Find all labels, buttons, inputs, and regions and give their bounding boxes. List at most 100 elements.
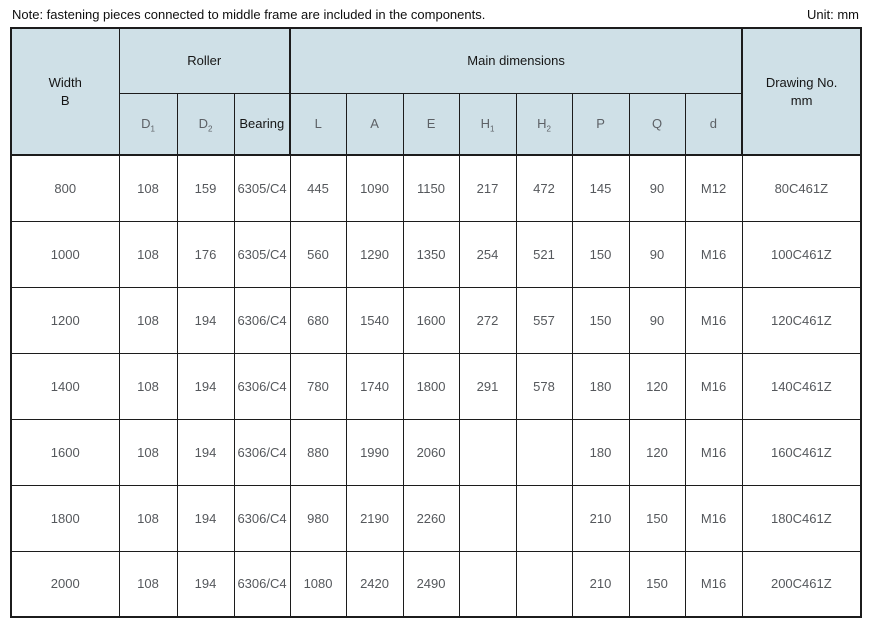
table-cell: 210 bbox=[571, 550, 630, 618]
table-cell: 100C461Z bbox=[741, 220, 862, 288]
table-cell bbox=[515, 484, 573, 552]
spec-table: Width B Roller Main dimensions Drawing N… bbox=[10, 27, 863, 618]
table-cell: 578 bbox=[515, 352, 573, 420]
table-cell: M16 bbox=[684, 484, 743, 552]
table-cell: 6305/C4 bbox=[233, 154, 291, 222]
column-header-d: d bbox=[684, 92, 743, 156]
column-header-drawing-no: Drawing No. mm bbox=[741, 27, 862, 156]
table-row: 1200 108 194 6306/C4 680 1540 1600 272 5… bbox=[10, 286, 862, 354]
table-cell: 120C461Z bbox=[741, 286, 862, 354]
drawing-label-line2: mm bbox=[790, 92, 813, 108]
table-cell: M16 bbox=[684, 220, 743, 288]
table-cell: 217 bbox=[458, 154, 517, 222]
table-cell: 1200 bbox=[10, 286, 120, 354]
table-row: 2000 108 194 6306/C4 1080 2420 2490 210 … bbox=[10, 550, 862, 618]
table-cell: 108 bbox=[118, 550, 178, 618]
column-header-width-b: Width B bbox=[10, 27, 120, 156]
table-cell: 176 bbox=[176, 220, 235, 288]
table-cell bbox=[515, 550, 573, 618]
table-cell: 1090 bbox=[345, 154, 404, 222]
table-cell: 880 bbox=[289, 418, 347, 486]
table-cell: 254 bbox=[458, 220, 517, 288]
table-cell bbox=[458, 484, 517, 552]
table-cell: 120 bbox=[628, 418, 686, 486]
column-header-p: P bbox=[571, 92, 630, 156]
table-cell: 2490 bbox=[402, 550, 460, 618]
table-cell: 2000 bbox=[10, 550, 120, 618]
table-cell: 2260 bbox=[402, 484, 460, 552]
table-row: 800 108 159 6305/C4 445 1090 1150 217 47… bbox=[10, 154, 862, 222]
table-cell: 291 bbox=[458, 352, 517, 420]
table-cell: 980 bbox=[289, 484, 347, 552]
table-cell: 2060 bbox=[402, 418, 460, 486]
table-cell: 150 bbox=[628, 484, 686, 552]
table-cell: 108 bbox=[118, 286, 178, 354]
table-cell: 6306/C4 bbox=[233, 418, 291, 486]
column-header-bearing: Bearing bbox=[233, 92, 291, 156]
unit-label: Unit: mm bbox=[807, 7, 859, 22]
table-cell: 180 bbox=[571, 418, 630, 486]
table-cell: 194 bbox=[176, 550, 235, 618]
table-cell: 1080 bbox=[289, 550, 347, 618]
table-cell: 1600 bbox=[10, 418, 120, 486]
top-bar: Note: fastening pieces connected to midd… bbox=[0, 0, 870, 22]
table-cell: 1600 bbox=[402, 286, 460, 354]
table-cell: 159 bbox=[176, 154, 235, 222]
table-cell: 1740 bbox=[345, 352, 404, 420]
table-cell: 194 bbox=[176, 352, 235, 420]
table-cell bbox=[458, 550, 517, 618]
table-cell: 150 bbox=[628, 550, 686, 618]
table-cell: 150 bbox=[571, 286, 630, 354]
table-cell: 1290 bbox=[345, 220, 404, 288]
table-cell: 1400 bbox=[10, 352, 120, 420]
table-cell: 2190 bbox=[345, 484, 404, 552]
table-cell: 194 bbox=[176, 286, 235, 354]
table-cell: 180 bbox=[571, 352, 630, 420]
table-cell: 445 bbox=[289, 154, 347, 222]
table-cell: 90 bbox=[628, 220, 686, 288]
table-cell: 6306/C4 bbox=[233, 484, 291, 552]
table-cell: 150 bbox=[571, 220, 630, 288]
column-header-h1: H1 bbox=[458, 92, 517, 156]
table-cell: 140C461Z bbox=[741, 352, 862, 420]
table-cell: 560 bbox=[289, 220, 347, 288]
note-text: Note: fastening pieces connected to midd… bbox=[12, 7, 486, 22]
table-row: 1800 108 194 6306/C4 980 2190 2260 210 1… bbox=[10, 484, 862, 552]
table-cell: 194 bbox=[176, 418, 235, 486]
table-cell: 120 bbox=[628, 352, 686, 420]
table-cell: 557 bbox=[515, 286, 573, 354]
table-cell: 160C461Z bbox=[741, 418, 862, 486]
table-cell: 6305/C4 bbox=[233, 220, 291, 288]
table-cell: 108 bbox=[118, 352, 178, 420]
column-header-d1: D1 bbox=[118, 92, 178, 156]
table-cell: 108 bbox=[118, 154, 178, 222]
width-label-line2: B bbox=[60, 92, 70, 108]
table-cell: 472 bbox=[515, 154, 573, 222]
table-cell: 194 bbox=[176, 484, 235, 552]
table-cell: 200C461Z bbox=[741, 550, 862, 618]
table-cell: 2420 bbox=[345, 550, 404, 618]
column-header-l: L bbox=[289, 92, 347, 156]
table-header: Width B Roller Main dimensions Drawing N… bbox=[10, 27, 862, 156]
table-cell: M16 bbox=[684, 286, 743, 354]
table-cell: 1350 bbox=[402, 220, 460, 288]
table-cell: 108 bbox=[118, 220, 178, 288]
table-cell: 521 bbox=[515, 220, 573, 288]
table-row: 1400 108 194 6306/C4 780 1740 1800 291 5… bbox=[10, 352, 862, 420]
group-header-roller: Roller bbox=[118, 27, 291, 94]
table-cell: 6306/C4 bbox=[233, 286, 291, 354]
table-cell: 6306/C4 bbox=[233, 352, 291, 420]
table-cell: M16 bbox=[684, 550, 743, 618]
table-row: 1600 108 194 6306/C4 880 1990 2060 180 1… bbox=[10, 418, 862, 486]
table-cell: 1540 bbox=[345, 286, 404, 354]
table-cell: 180C461Z bbox=[741, 484, 862, 552]
column-header-e: E bbox=[402, 92, 460, 156]
table-cell: 80C461Z bbox=[741, 154, 862, 222]
table-cell: 210 bbox=[571, 484, 630, 552]
table-cell: 1150 bbox=[402, 154, 460, 222]
table-cell: 108 bbox=[118, 484, 178, 552]
header-row-groups: Width B Roller Main dimensions Drawing N… bbox=[10, 27, 862, 156]
table-cell: M12 bbox=[684, 154, 743, 222]
table-cell: 680 bbox=[289, 286, 347, 354]
table-cell: 780 bbox=[289, 352, 347, 420]
